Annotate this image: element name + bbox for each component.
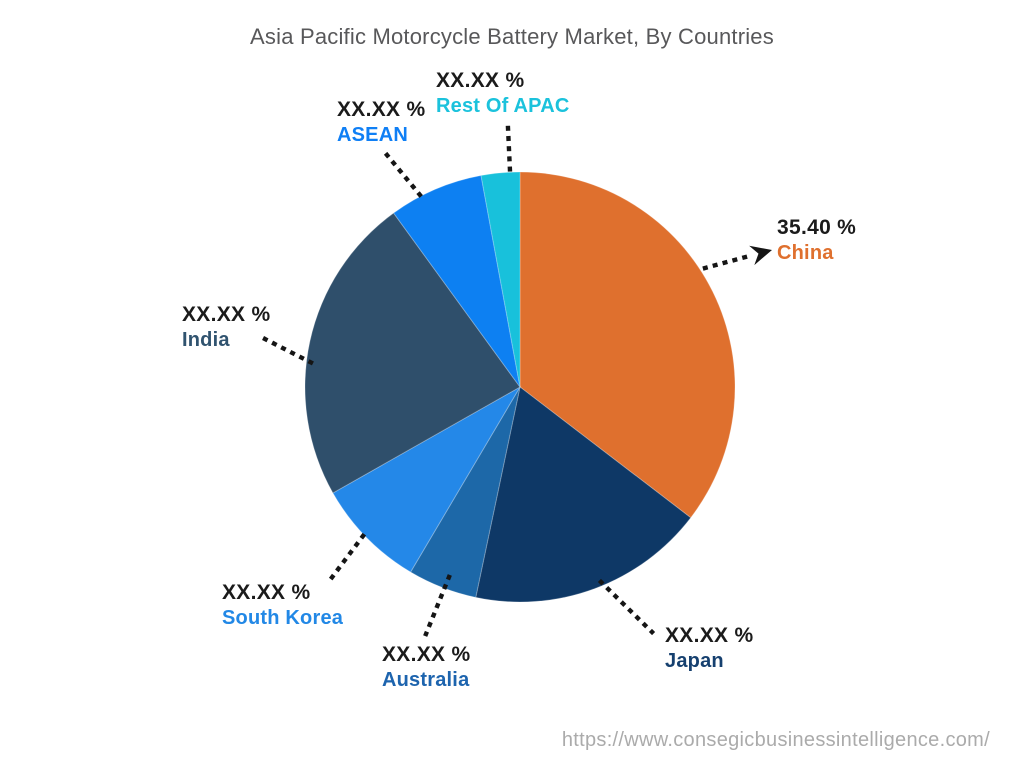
label-japan: XX.XX % Japan — [665, 622, 753, 674]
label-india-value: XX.XX % — [182, 303, 271, 326]
label-china: 35.40 % China — [777, 214, 856, 266]
leader-line-japan — [597, 578, 656, 636]
label-rest-of-apac-value: XX.XX % — [436, 69, 525, 92]
pie-slice-south-korea — [332, 385, 522, 573]
pie-slice-japan — [475, 386, 692, 603]
label-asean: XX.XX % ASEAN — [337, 96, 425, 148]
pie-slice-asean — [392, 174, 521, 388]
label-australia-value: XX.XX % — [382, 643, 471, 666]
label-asean-value: XX.XX % — [337, 98, 426, 121]
label-south-korea: XX.XX % South Korea — [222, 579, 343, 631]
label-japan-value: XX.XX % — [665, 624, 754, 647]
pie-slice-india — [304, 212, 521, 494]
label-china-name: China — [777, 242, 834, 264]
label-rest-of-apac-name: Rest Of APAC — [436, 95, 570, 117]
label-india: XX.XX % India — [182, 301, 270, 353]
leader-line-rest-apac — [505, 125, 513, 174]
label-south-korea-value: XX.XX % — [222, 581, 311, 604]
leader-line-australia — [423, 574, 452, 637]
chart-title: Asia Pacific Motorcycle Battery Market, … — [250, 24, 774, 49]
label-rest-of-apac: XX.XX % Rest Of APAC — [436, 67, 570, 119]
watermark-url: https://www.consegicbusinessintelligence… — [561, 729, 990, 751]
label-south-korea-name: South Korea — [222, 607, 344, 629]
pie-slice-rest-of-apac — [480, 171, 521, 388]
leader-line-south-korea — [323, 532, 367, 588]
pie-slice-australia — [409, 386, 521, 598]
pie-slice-china — [519, 171, 736, 519]
leader-line-asean — [383, 151, 424, 199]
label-india-name: India — [182, 329, 230, 351]
pie-slices — [304, 171, 736, 603]
label-australia-name: Australia — [382, 669, 470, 691]
leader-line-china — [702, 252, 756, 271]
label-asean-name: ASEAN — [337, 124, 409, 146]
label-china-value: 35.40 % — [777, 216, 857, 239]
leader-line-india — [262, 336, 315, 366]
arrowhead-china — [749, 245, 772, 266]
leader-lines — [262, 125, 772, 637]
label-australia: XX.XX % Australia — [382, 641, 470, 693]
label-japan-name: Japan — [665, 650, 724, 672]
